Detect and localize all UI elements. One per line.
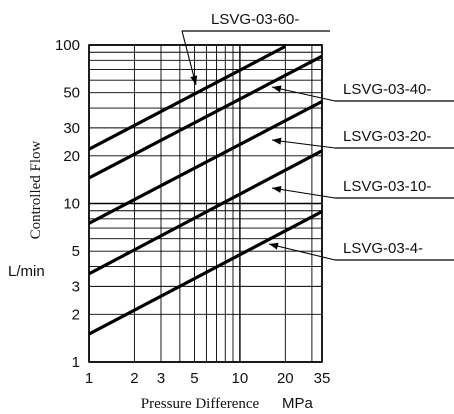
series-label-3: LSVG-03-10-: [343, 178, 431, 195]
y-axis-unit: L/min: [8, 263, 45, 280]
x-axis-title: Pressure Difference: [141, 396, 260, 412]
y-tick-label: 5: [72, 243, 80, 260]
series-arrowhead-1: [272, 85, 282, 93]
y-tick-label: 3: [72, 278, 80, 295]
series-label-2: LSVG-03-20-: [343, 128, 431, 145]
y-tick-label: 50: [63, 85, 80, 102]
series-arrowhead-0: [190, 75, 198, 85]
series-line-0: [88, 44, 287, 151]
series-label-0: LSVG-03-60-: [211, 11, 299, 28]
x-tick-label: 5: [190, 370, 198, 387]
y-axis-title: Controlled Flow: [28, 140, 44, 239]
x-tick-label: 10: [232, 370, 249, 387]
series-layer: [88, 44, 323, 336]
x-tick-label: 3: [157, 370, 165, 387]
series-arrowhead-4: [269, 242, 279, 250]
x-tick-label: 35: [314, 370, 331, 387]
x-axis-unit: MPa: [282, 395, 314, 412]
y-tick-label: 2: [72, 306, 80, 323]
grid-layer: [88, 44, 323, 363]
series-line-1: [88, 54, 323, 180]
series-leader-2: [271, 139, 336, 149]
series-arrowhead-3: [272, 185, 282, 193]
series-leader-0: [181, 30, 197, 86]
label-layer: LSVG-03-60- LSVG-03-40- LSVG-03-20- LSVG-03…: [181, 11, 454, 261]
x-tick-label: 2: [130, 370, 138, 387]
y-tick-label: 1: [72, 354, 80, 371]
series-label-1: LSVG-03-40-: [343, 81, 431, 98]
y-tick-label: 100: [55, 37, 80, 54]
series-line-2: [88, 100, 323, 225]
plot-frame: [88, 44, 323, 363]
series-arrowhead-2: [272, 137, 282, 145]
y-tick-label: 10: [63, 196, 80, 213]
series-line-3: [88, 149, 323, 276]
series-line-4: [88, 210, 323, 336]
y-tick-label: 30: [63, 120, 80, 137]
x-tick-label: 20: [277, 370, 294, 387]
series-leader-4: [268, 243, 336, 261]
series-label-4: LSVG-03-4-: [343, 240, 423, 257]
series-leader-3: [271, 187, 336, 199]
y-tick-label: 20: [63, 148, 80, 165]
x-tick-label: 1: [85, 370, 93, 387]
series-leader-1: [271, 86, 336, 102]
